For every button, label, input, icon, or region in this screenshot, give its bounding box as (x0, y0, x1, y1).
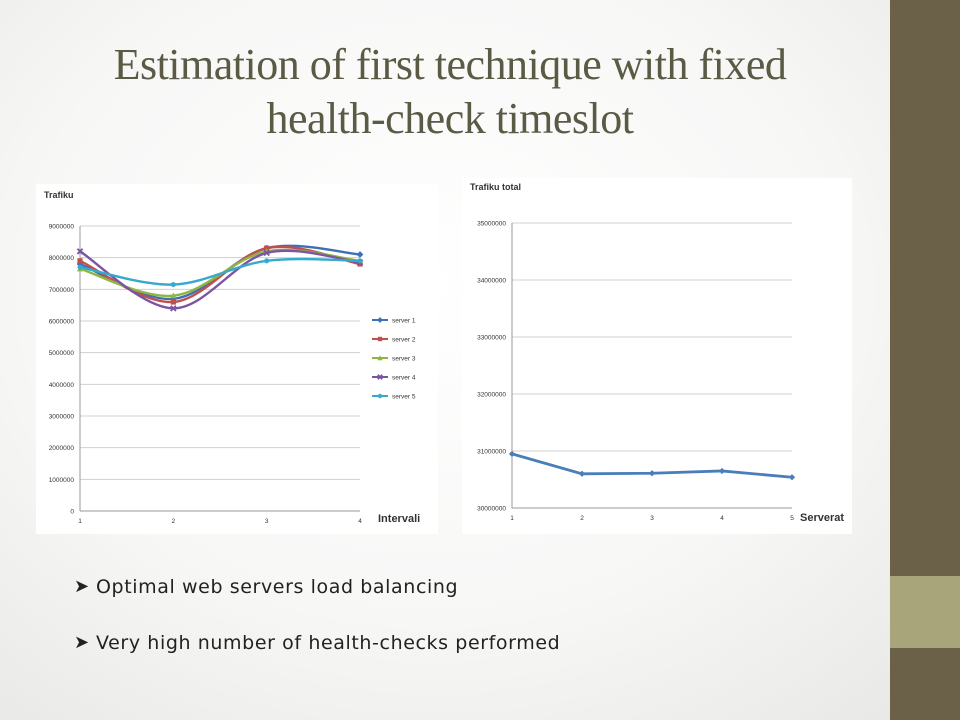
chart-title: Trafiku total (470, 182, 521, 192)
y-tick-label: 35000000 (477, 221, 506, 228)
y-tick-label: 5000000 (49, 350, 75, 357)
data-point-marker (718, 467, 726, 475)
data-point-marker (263, 249, 270, 257)
data-point-marker (508, 450, 516, 457)
y-tick-label: 3000000 (49, 414, 75, 421)
y-tick-label: 32000000 (477, 392, 506, 399)
data-point-marker (357, 261, 363, 267)
arrow-bullet-icon: ➤ (74, 576, 90, 597)
x-tick-label: 4 (358, 518, 362, 525)
x-tick-label: 3 (650, 515, 654, 522)
legend-label: server 4 (392, 375, 416, 382)
data-point-marker (377, 355, 383, 361)
x-tick-label: 2 (580, 515, 584, 522)
data-point-marker (578, 470, 586, 477)
x-tick-label: 4 (720, 515, 724, 522)
data-point-marker (377, 336, 383, 342)
x-tick-label: 1 (78, 518, 82, 525)
y-tick-label: 33000000 (477, 335, 506, 342)
data-point-marker (264, 258, 270, 264)
data-point-marker (377, 317, 383, 323)
y-tick-label: 31000000 (477, 449, 506, 456)
x-tick-label: 5 (790, 515, 794, 522)
chart-traffic-per-interval-svg: Trafiku 0 1000000 2000000 3000000 4000000 5000… (44, 190, 420, 525)
y-tick-label: 8000000 (49, 255, 75, 262)
data-point-marker (76, 248, 84, 255)
y-tick-label: 6000000 (49, 319, 75, 326)
y-tick-label: 30000000 (477, 506, 506, 513)
bullet-item: ➤ Optimal web servers load balancing (74, 570, 874, 604)
y-tick-label: 4000000 (49, 382, 75, 389)
chart-title: Trafiku (44, 190, 74, 200)
slide-title: Estimation of first technique with fixed… (40, 38, 860, 146)
legend-label: server 5 (392, 394, 416, 401)
chart-traffic-per-interval: Trafiku 0 1000000 2000000 3000000 4000000 5000… (36, 184, 438, 534)
slide-title-line-2: health-check timeslot (266, 94, 634, 143)
data-point-marker (77, 258, 83, 264)
x-axis-label: Serverat (800, 512, 844, 524)
y-tick-label: 1000000 (49, 477, 75, 484)
sidebar-band-middle (890, 576, 960, 648)
x-tick-label: 1 (510, 515, 514, 522)
data-point-marker (170, 281, 176, 288)
legend-label: server 3 (392, 356, 416, 363)
bullet-list: ➤ Optimal web servers load balancing ➤ V… (74, 570, 874, 682)
decorative-sidebar (890, 0, 960, 720)
y-tick-label: 7000000 (49, 287, 75, 294)
data-point-marker (788, 474, 796, 481)
slide-title-line-1: Estimation of first technique with fixed (113, 40, 787, 89)
bullet-text: Very high number of health-checks perfor… (96, 632, 561, 654)
x-axis-label: Intervali (378, 513, 420, 525)
x-tick-label: 3 (265, 518, 269, 525)
y-tick-label: 0 (70, 509, 74, 516)
data-point-marker (77, 264, 83, 270)
data-point-marker (170, 299, 176, 305)
x-tick-label: 2 (172, 518, 176, 525)
data-point-marker (356, 251, 364, 258)
data-point-marker (76, 260, 84, 268)
y-tick-label: 2000000 (49, 445, 75, 452)
series-line (79, 249, 361, 310)
data-point-marker (264, 245, 270, 251)
y-tick-label: 9000000 (49, 224, 75, 231)
data-point-marker (377, 393, 383, 399)
data-point-marker (170, 292, 177, 299)
chart-total-traffic-per-server: Trafiku total 30000000 31000000 32000000 330… (462, 178, 852, 534)
data-point-marker (377, 374, 383, 380)
series-line (79, 257, 361, 286)
arrow-bullet-icon: ➤ (74, 632, 90, 653)
legend-label: server 2 (392, 337, 416, 344)
data-point-marker (648, 470, 656, 477)
legend-label: server 1 (392, 318, 416, 325)
chart-total-traffic-svg: Trafiku total 30000000 31000000 32000000 330… (470, 182, 844, 524)
bullet-item: ➤ Very high number of health-checks perf… (74, 626, 874, 660)
y-tick-label: 34000000 (477, 278, 506, 285)
sidebar-band-top (890, 0, 960, 576)
data-point-marker (170, 305, 177, 312)
sidebar-band-bottom (890, 648, 960, 720)
bullet-text: Optimal web servers load balancing (96, 576, 459, 598)
data-point-marker (357, 258, 363, 264)
